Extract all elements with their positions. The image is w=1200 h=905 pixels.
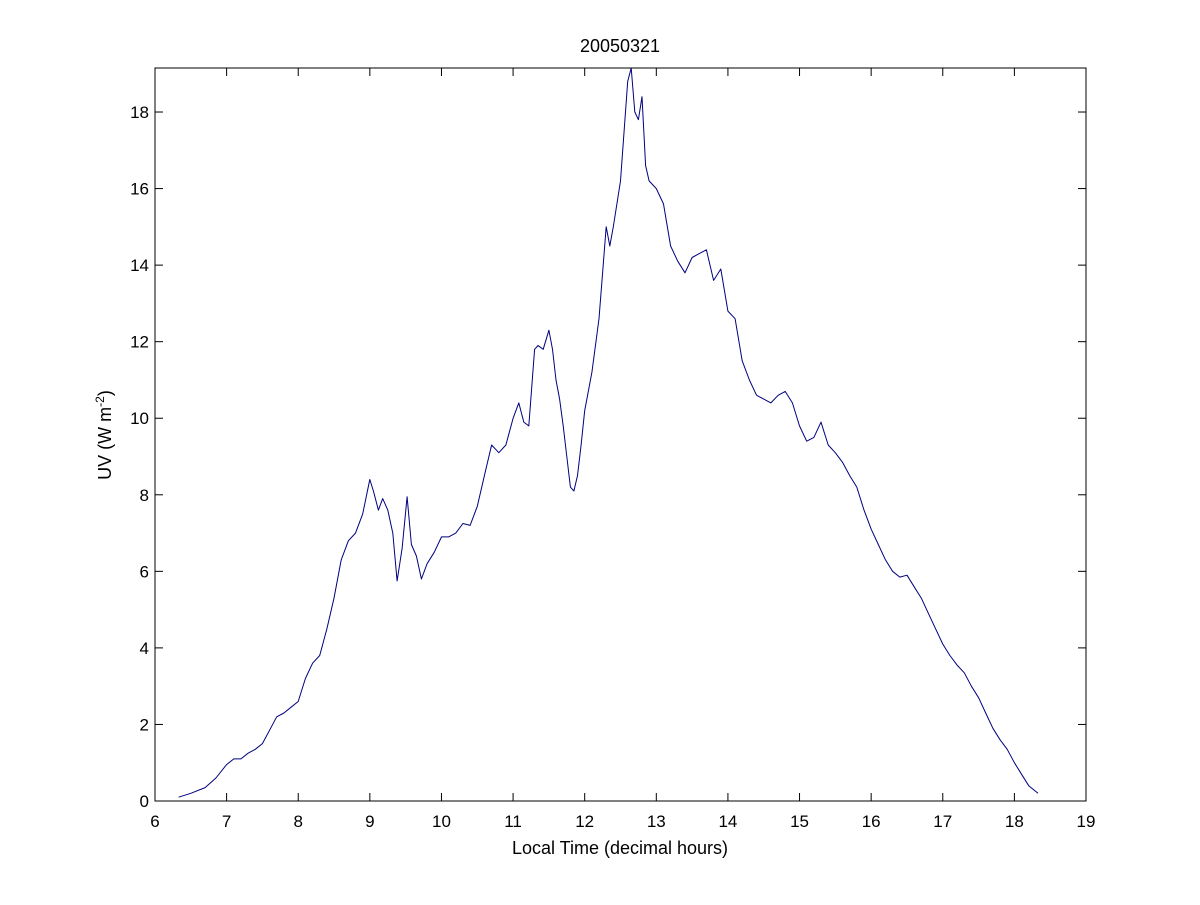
uv-series-line [178, 67, 1039, 798]
x-tick-label: 16 [862, 812, 881, 831]
y-tick-label: 18 [130, 103, 149, 122]
x-tick-label: 19 [1077, 812, 1096, 831]
y-axis-title-close: ) [95, 390, 115, 396]
x-tick-label: 15 [790, 812, 809, 831]
x-tick-label: 11 [504, 812, 522, 831]
y-axis-title: UV (W m-2) [93, 390, 115, 480]
y-tick-label: 10 [130, 409, 149, 428]
x-axis-ticks: 6 7 8 9 10 11 12 13 14 15 16 17 18 19 [150, 68, 1095, 831]
x-tick-label: 6 [150, 812, 159, 831]
y-axis-ticks: 0 2 4 6 8 10 12 14 16 18 [130, 103, 1086, 811]
x-tick-label: 17 [933, 812, 952, 831]
axes-box [154, 67, 1087, 802]
x-tick-label: 12 [575, 812, 594, 831]
y-tick-label: 6 [140, 562, 149, 581]
series-layer [178, 67, 1039, 798]
plot-area [155, 68, 1086, 801]
y-tick-label: 8 [140, 486, 149, 505]
x-tick-label: 18 [1005, 812, 1024, 831]
y-tick-label: 0 [140, 792, 149, 811]
y-axis-title-main: UV (W m [95, 407, 115, 480]
x-tick-label: 10 [432, 812, 451, 831]
x-tick-label: 7 [222, 812, 231, 831]
chart-title: 20050321 [580, 36, 660, 56]
y-tick-label: 14 [130, 256, 149, 275]
x-axis-title: Local Time (decimal hours) [512, 838, 728, 858]
y-tick-label: 2 [140, 715, 149, 734]
y-tick-label: 16 [130, 180, 149, 199]
y-tick-label: 4 [140, 639, 149, 658]
y-tick-label: 12 [130, 333, 149, 352]
x-tick-label: 9 [365, 812, 374, 831]
x-tick-label: 14 [718, 812, 737, 831]
x-tick-label: 8 [293, 812, 302, 831]
y-axis-title-superscript: -2 [93, 396, 107, 407]
x-tick-label: 13 [647, 812, 666, 831]
